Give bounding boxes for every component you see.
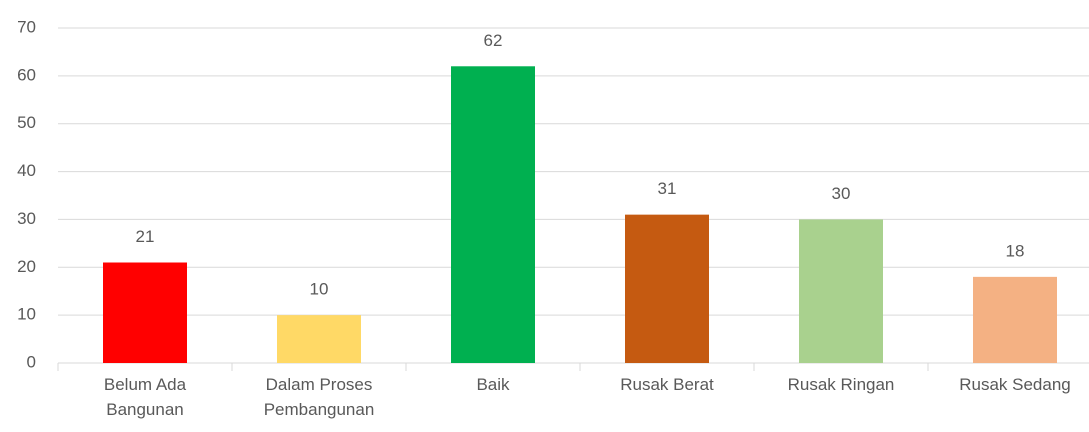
y-tick-label: 0 [27,352,36,371]
value-label: 10 [310,280,329,299]
value-label: 21 [136,227,155,246]
x-tick-label: Baik [476,375,510,394]
y-tick-label: 30 [17,209,36,228]
value-label: 18 [1006,241,1025,260]
x-tick-label: Rusak Sedang [959,375,1071,394]
y-tick-label: 10 [17,305,36,324]
y-tick-label: 40 [17,161,36,180]
bar [625,214,709,363]
value-label: 62 [484,31,503,50]
bar [973,276,1057,363]
y-tick-label: 70 [17,17,36,36]
x-tick-label: Dalam Proses Pembangunan [263,375,375,419]
y-tick-label: 60 [17,65,36,84]
bar [799,219,883,363]
bar [277,315,361,363]
value-label: 31 [658,179,677,198]
x-tick-label: Rusak Berat [620,375,714,394]
x-tick-label: Belum Ada Bangunan [103,375,187,419]
bar [103,262,187,363]
value-label: 30 [832,184,851,203]
y-tick-label: 50 [17,113,36,132]
bar [451,66,535,364]
x-tick-label: Rusak Ringan [787,375,895,394]
y-tick-label: 20 [17,257,36,276]
